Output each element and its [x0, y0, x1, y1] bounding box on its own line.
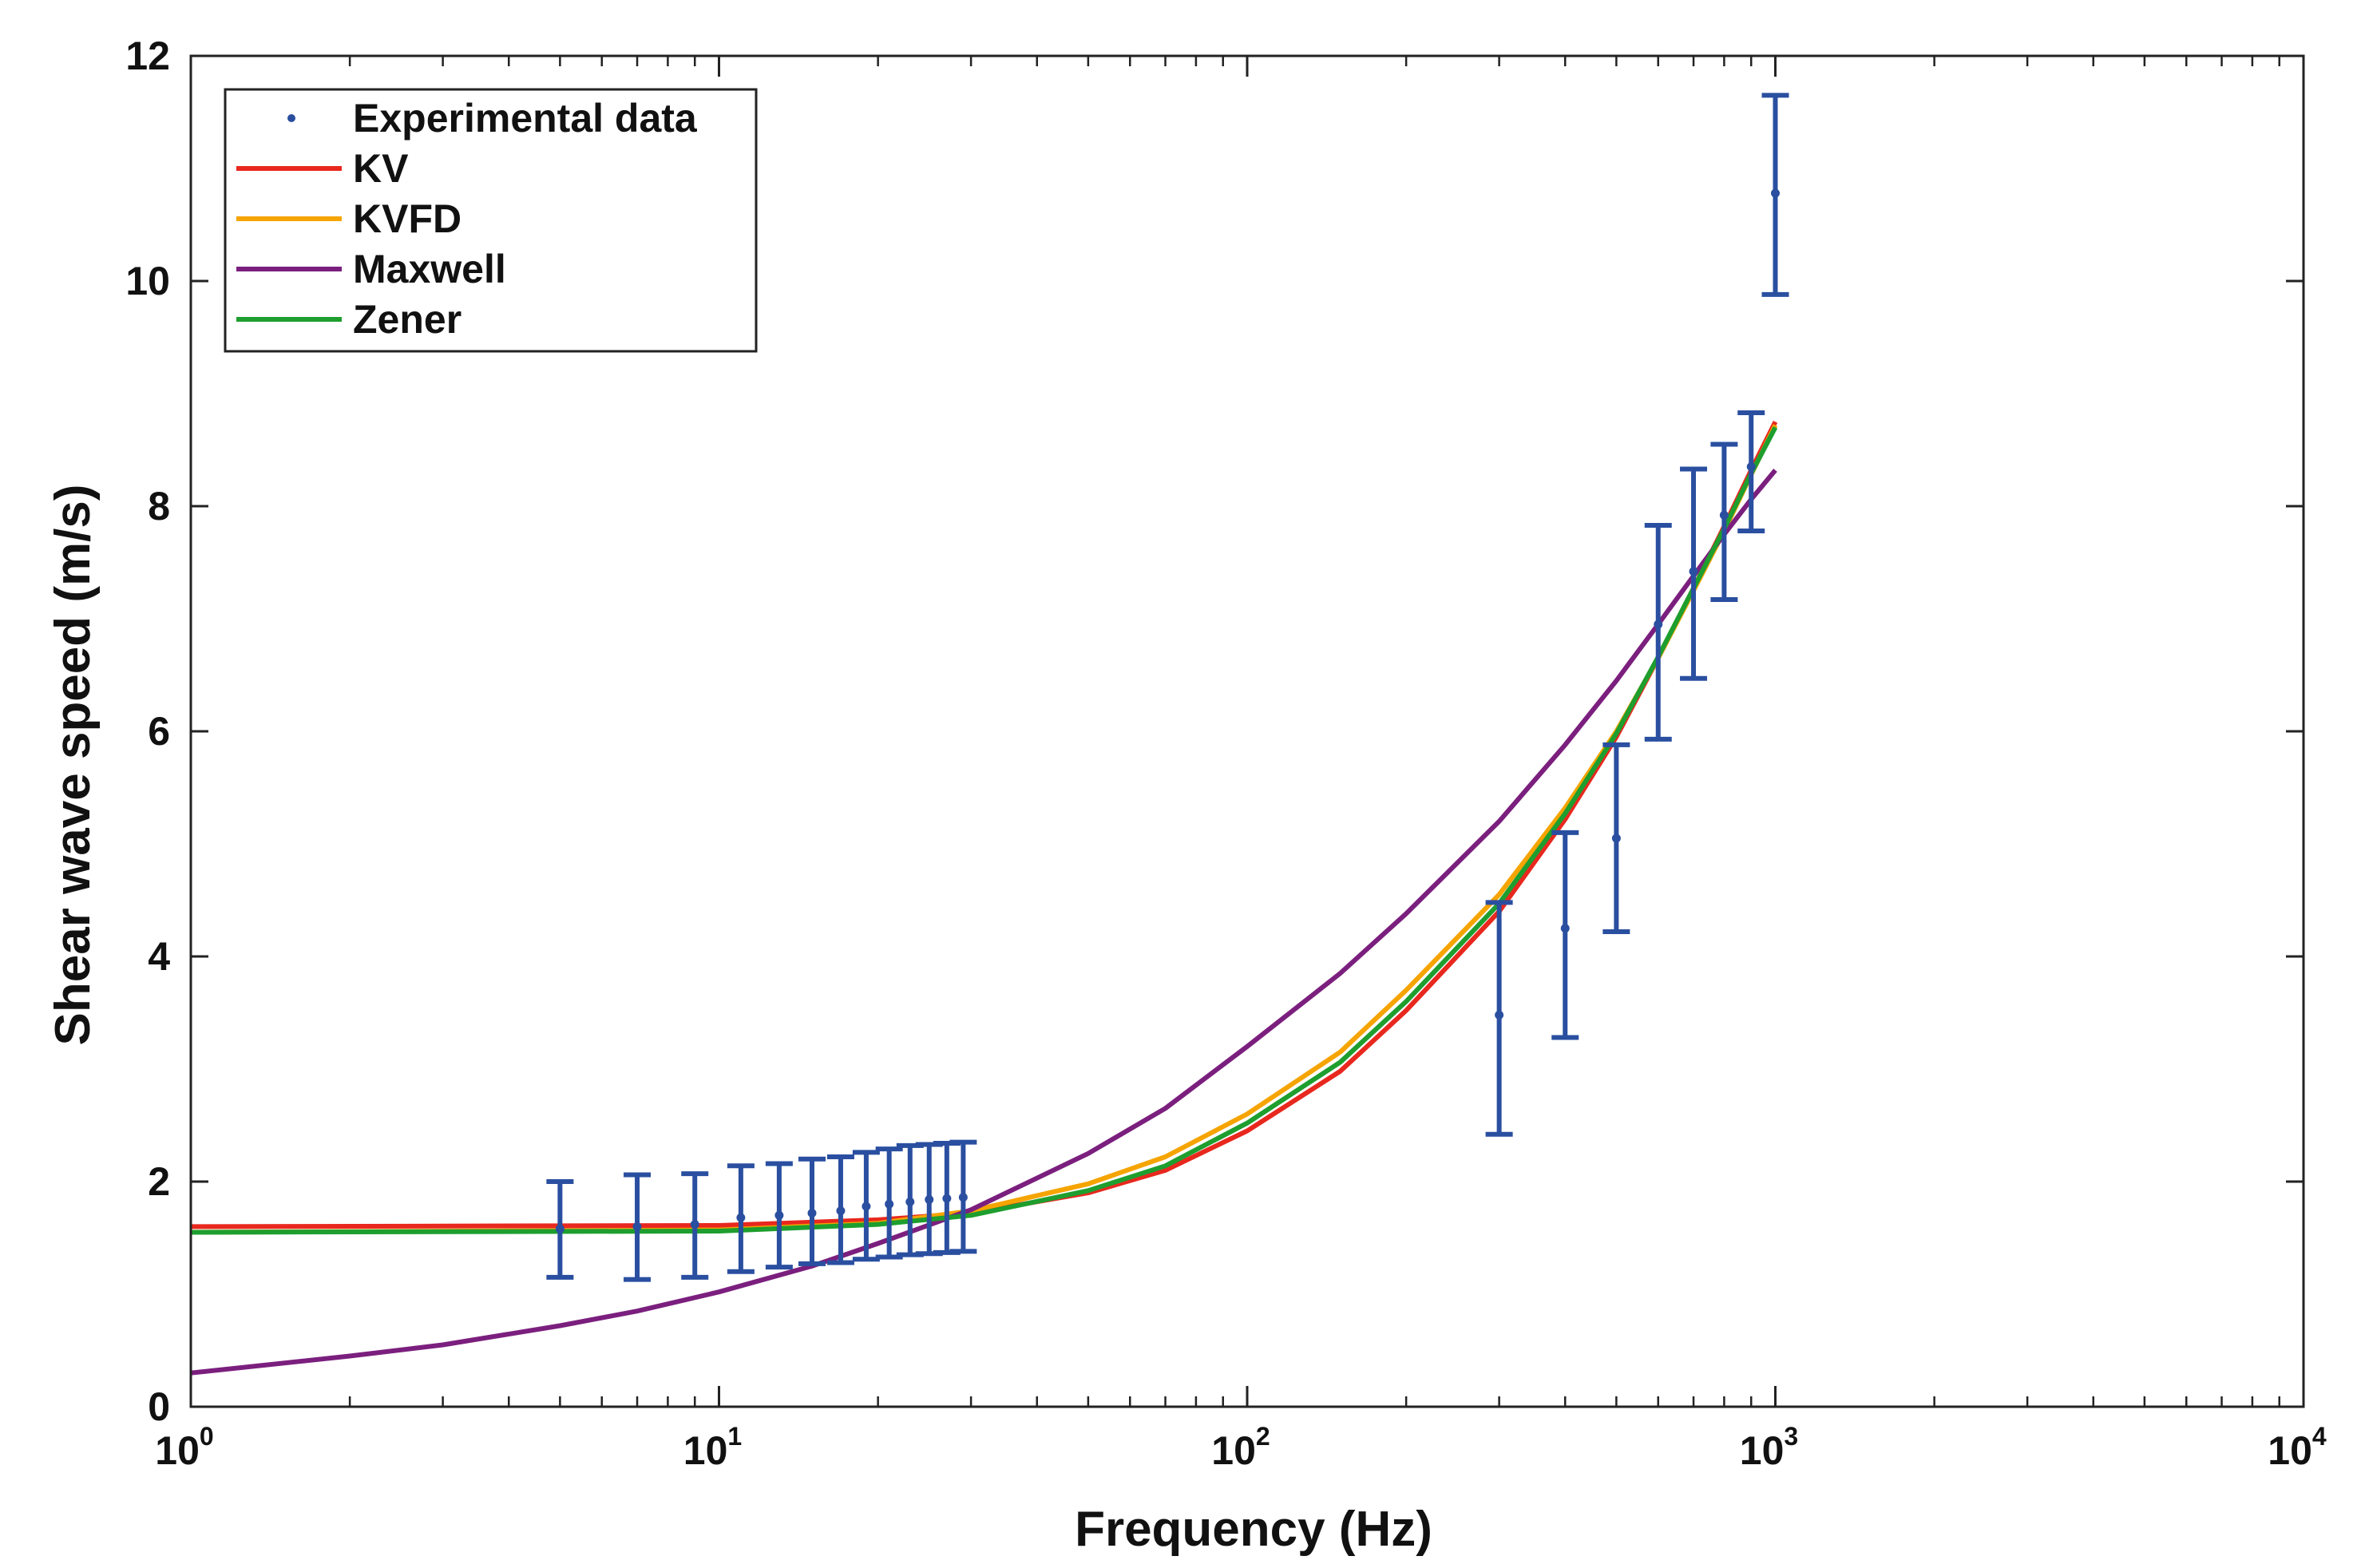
data-marker — [1746, 462, 1756, 472]
data-marker — [1495, 1010, 1504, 1020]
y-tick-label: 6 — [148, 709, 170, 754]
legend-entries: Experimental data KV KVFD Maxwell Zener — [236, 96, 698, 342]
data-point-16 — [1602, 742, 1630, 934]
data-marker — [885, 1199, 894, 1209]
data-marker — [736, 1213, 746, 1222]
y-tick-label: 2 — [148, 1159, 170, 1204]
legend-entry-kvfd: KVFD — [236, 196, 462, 241]
data-marker — [1719, 510, 1729, 520]
data-point-18 — [1680, 466, 1708, 681]
data-point-14 — [1485, 900, 1513, 1137]
series-line-maxwell — [190, 468, 1777, 1376]
data-marker — [690, 1220, 699, 1229]
data-point-4 — [727, 1163, 755, 1274]
legend-label: Zener — [353, 297, 462, 342]
data-marker — [942, 1194, 952, 1203]
data-point-17 — [1644, 522, 1672, 742]
data-point-1 — [546, 1179, 574, 1280]
data-marker — [925, 1195, 934, 1205]
data-point-2 — [624, 1172, 652, 1282]
data-marker — [836, 1206, 846, 1216]
legend-label: KV — [353, 146, 409, 191]
data-point-6 — [798, 1156, 826, 1266]
y-tick-label: 8 — [148, 484, 170, 529]
y-tick-label: 10 — [125, 259, 170, 303]
legend-marker — [287, 114, 295, 122]
legend-entry-zener: Zener — [236, 297, 462, 342]
data-point-3 — [681, 1171, 709, 1280]
data-layer — [190, 93, 1789, 1376]
data-marker — [555, 1224, 565, 1233]
y-axis-label: Shear wave speed (m/s) — [46, 485, 101, 1046]
data-marker — [1611, 833, 1621, 843]
data-point-19 — [1710, 441, 1738, 603]
data-marker — [774, 1210, 784, 1220]
data-point-7 — [826, 1154, 854, 1265]
legend-label: KVFD — [353, 196, 462, 241]
data-marker — [1560, 924, 1570, 933]
legend: Experimental data KV KVFD Maxwell Zener — [224, 88, 758, 353]
data-point-8 — [852, 1150, 880, 1262]
data-marker — [1689, 567, 1698, 576]
series-line-zener — [190, 426, 1778, 1235]
data-point-9 — [875, 1146, 903, 1260]
legend-label: Experimental data — [353, 96, 698, 141]
y-tick-label: 4 — [148, 934, 170, 979]
x-axis-label: Frequency (Hz) — [1075, 1502, 1432, 1557]
data-point-21 — [1761, 93, 1789, 297]
data-marker — [905, 1197, 915, 1206]
legend-entry-maxwell: Maxwell — [236, 247, 506, 291]
data-marker — [1771, 188, 1780, 198]
data-marker — [862, 1202, 871, 1211]
legend-entry-kv: KV — [236, 146, 409, 191]
data-marker — [958, 1193, 968, 1202]
y-tick-label: 0 — [148, 1384, 170, 1429]
data-marker — [1654, 620, 1663, 629]
data-point-5 — [765, 1161, 793, 1270]
x-tick-label: 103 — [1740, 1422, 1798, 1473]
data-point-20 — [1737, 410, 1765, 534]
y-tick-label: 12 — [125, 34, 170, 78]
legend-label: Maxwell — [353, 247, 506, 291]
data-point-15 — [1551, 830, 1579, 1040]
legend-entry-experimental-data: Experimental data — [287, 96, 698, 141]
data-marker — [807, 1208, 817, 1218]
data-point-13 — [949, 1139, 977, 1254]
data-marker — [632, 1222, 642, 1231]
